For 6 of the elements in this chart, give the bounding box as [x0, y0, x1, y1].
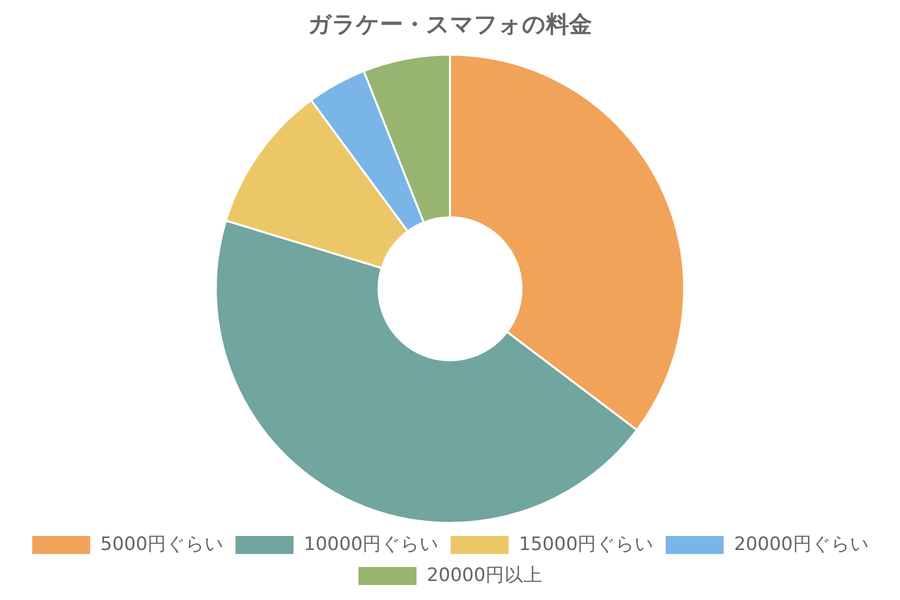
legend-label: 15000円ぐらい: [518, 534, 654, 555]
legend-label: 20000円ぐらい: [734, 534, 869, 555]
legend-label: 20000円以上: [426, 564, 543, 586]
chart-title: ガラケー・スマフォの料金: [308, 12, 592, 38]
legend-label: 5000円ぐらい: [100, 534, 224, 555]
legend-label: 10000円ぐらい: [304, 534, 439, 555]
